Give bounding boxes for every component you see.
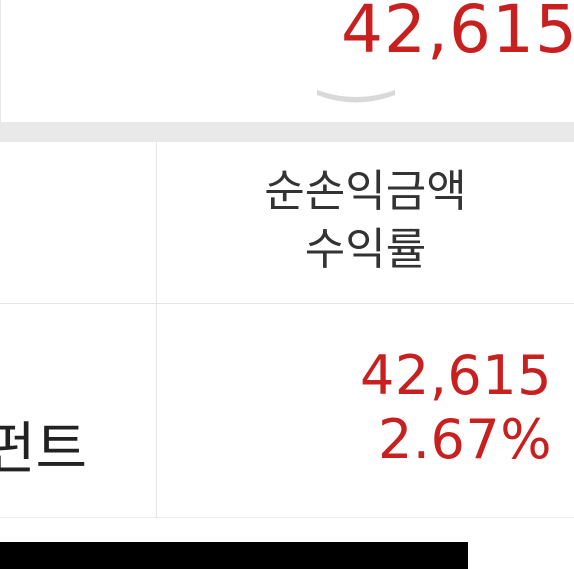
row-product-label: 펀트 [0,417,88,482]
summary-net-profit-amount: 42,615 [341,0,574,68]
header-return-rate-label: 수익률 [304,224,427,275]
row-value-cell: 42,615 2.67% [360,344,552,472]
column-divider [156,142,157,518]
expand-toggle-button[interactable] [313,84,399,108]
profit-table: 순손익금액 수익률 펀트 42,615 2.67% [0,142,574,518]
table-row[interactable]: 펀트 42,615 2.67% [0,304,574,518]
table-header-row: 순손익금액 수익률 [0,142,574,304]
row-net-profit-value: 42,615 [360,344,552,407]
chevron-down-icon [313,84,399,108]
summary-panel: 42,615 [0,0,574,122]
section-divider [0,122,574,142]
bottom-black-bar [0,542,468,569]
header-net-profit-label: 순손익금액 [264,166,467,217]
header-cell-profit: 순손익금액 수익률 [157,142,574,304]
row-return-rate-value: 2.67% [377,408,552,471]
